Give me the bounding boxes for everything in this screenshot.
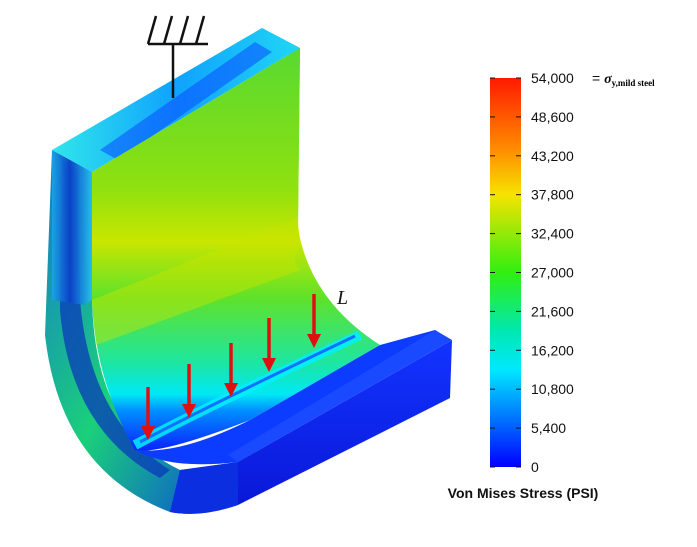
distributed-load-arrow-icon xyxy=(307,294,321,348)
legend-tick-label: 10,800 xyxy=(531,381,574,397)
distributed-load-arrow-icon xyxy=(224,343,238,397)
yellow-stress-band xyxy=(92,218,300,345)
legend-tick-label: 16,200 xyxy=(531,342,574,358)
top-face-inner-band xyxy=(100,42,272,160)
legend-tick-label: 37,800 xyxy=(531,187,574,203)
legend-ticks: 54,000 48,600 43,200 37,800 32,400 27,000 21,6… xyxy=(490,70,574,475)
legend-color-bar xyxy=(490,78,521,467)
legend-tick-label: 27,000 xyxy=(531,265,574,281)
outer-curved-surface xyxy=(45,150,238,514)
fillet-load-line-core xyxy=(139,334,356,444)
yield-subscript: y,mild steel xyxy=(612,78,655,88)
legend-tick-label: 5,400 xyxy=(531,420,566,436)
distributed-load-arrow-icon xyxy=(141,387,155,440)
fixed-support-icon xyxy=(146,15,208,98)
distributed-load xyxy=(141,294,321,440)
left-edge-strip xyxy=(52,150,92,305)
sigma-symbol: σ xyxy=(604,72,612,87)
legend-tick-label: 32,400 xyxy=(531,226,574,242)
legend-yield-annotation: = σy,mild steel xyxy=(592,70,655,88)
legend-tick-label: 48,600 xyxy=(531,109,574,125)
front-stress-face xyxy=(92,48,380,451)
base-rail-top xyxy=(228,330,452,462)
legend-tick-label: 54,000 xyxy=(531,70,574,86)
legend-tick-label: 0 xyxy=(531,459,539,475)
base-front-face xyxy=(238,340,452,505)
legend-eq: = xyxy=(592,70,604,86)
base-end-face xyxy=(170,462,238,514)
stress-legend: 54,000 48,600 43,200 37,800 32,400 27,000 21,6… xyxy=(448,70,655,501)
outer-curve-dark-band xyxy=(60,160,170,478)
distributed-load-arrow-icon xyxy=(262,318,276,372)
bracket-model xyxy=(45,28,452,514)
legend-tick-label: 21,600 xyxy=(531,303,574,319)
base-top-face xyxy=(135,330,450,465)
distributed-load-arrow-icon xyxy=(182,364,196,418)
legend-title: Von Mises Stress (PSI) xyxy=(448,485,599,501)
load-label: L xyxy=(336,287,348,309)
legend-tick-label: 43,200 xyxy=(531,148,574,164)
